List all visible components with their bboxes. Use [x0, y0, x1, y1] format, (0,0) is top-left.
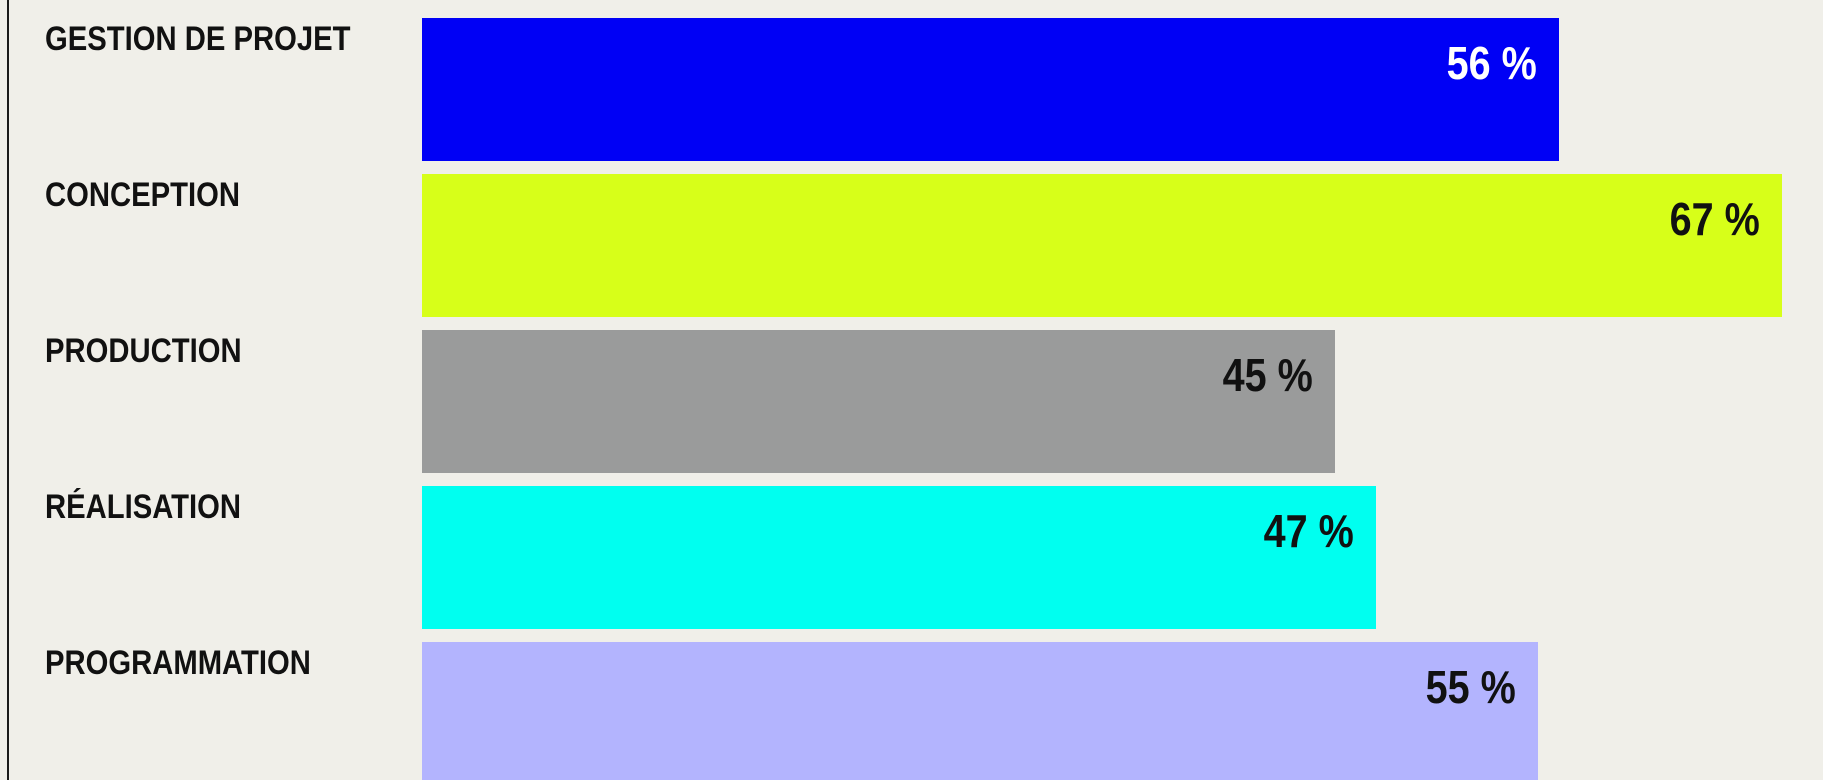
bar-value-label: 55 %	[1425, 661, 1516, 713]
bar: 55 %	[422, 642, 1538, 780]
bar: 67 %	[422, 174, 1782, 317]
bar-value-label: 47 %	[1263, 505, 1354, 557]
bar-value-label: 67 %	[1669, 193, 1760, 245]
bar-value-label: 56 %	[1446, 37, 1537, 89]
left-border-line	[7, 0, 9, 780]
category-label: GESTION DE PROJET	[45, 20, 351, 58]
bar: 45 %	[422, 330, 1335, 473]
bar: 47 %	[422, 486, 1376, 629]
category-label: CONCEPTION	[45, 176, 240, 214]
bar: 56 %	[422, 18, 1559, 161]
category-label: RÉALISATION	[45, 488, 242, 526]
bar-value-label: 45 %	[1222, 349, 1313, 401]
category-label: PROGRAMMATION	[45, 644, 311, 682]
category-label: PRODUCTION	[45, 332, 242, 370]
